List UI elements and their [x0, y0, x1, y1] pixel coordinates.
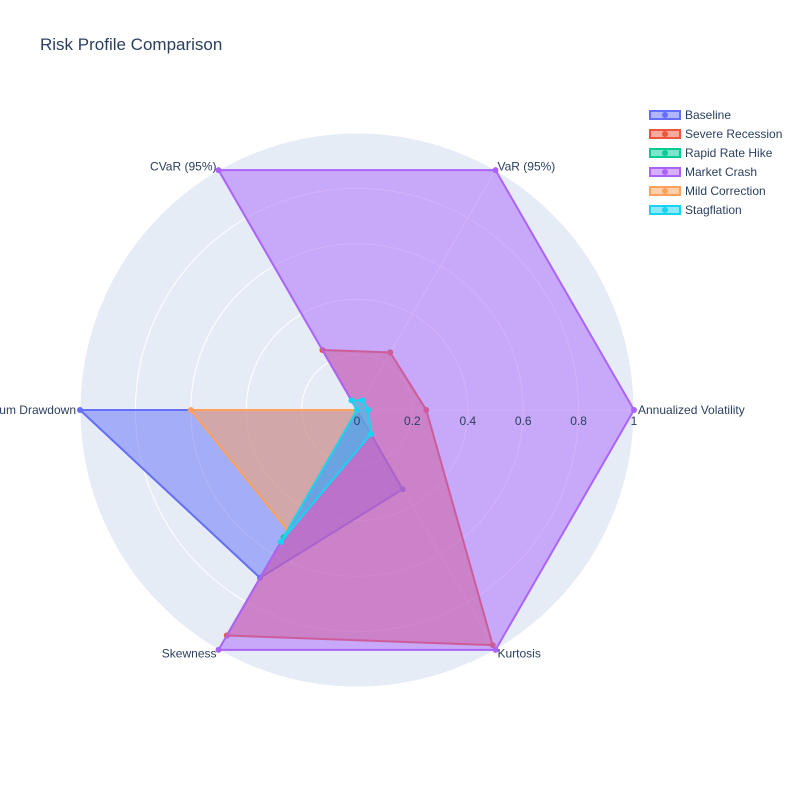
data-point	[215, 167, 222, 174]
legend-item[interactable]: Baseline	[649, 108, 731, 122]
series-traces	[77, 167, 637, 653]
radial-tick-label: 0	[354, 414, 361, 428]
angular-axis-label: VaR (95%)	[498, 160, 556, 174]
radial-tick-label: 0.2	[404, 414, 421, 428]
data-point	[277, 538, 284, 545]
legend-marker	[662, 150, 668, 156]
data-point	[354, 407, 360, 413]
data-point	[492, 167, 499, 174]
radial-tick-label: 0.8	[570, 414, 587, 428]
data-point	[215, 646, 222, 653]
data-point	[492, 646, 499, 653]
legend-item[interactable]: Severe Recession	[649, 127, 782, 141]
legend-marker	[662, 131, 668, 137]
legend-label: Market Crash	[685, 165, 757, 179]
angular-axis-labels: Annualized Volatility VaR (95%) CVaR (95%)…	[0, 160, 745, 661]
chart-title: Risk Profile Comparison	[40, 35, 222, 54]
legend-item[interactable]: Rapid Rate Hike	[649, 146, 773, 160]
angular-axis-label: Kurtosis	[498, 646, 541, 660]
data-point	[77, 407, 83, 413]
angular-axis-label: Maximum Drawdown	[0, 403, 76, 417]
angular-axis-label: Skewness	[162, 646, 217, 660]
legend-marker	[662, 207, 668, 213]
angular-axis-label: CVaR (95%)	[150, 160, 216, 174]
radial-tick-label: 0.6	[515, 414, 532, 428]
legend-label: Mild Correction	[685, 184, 766, 198]
data-point	[359, 397, 366, 404]
series-stagflation	[277, 397, 374, 545]
radial-tick-labels: 0 0.2 0.4 0.6 0.8 1	[354, 414, 638, 428]
legend-item[interactable]: Stagflation	[649, 203, 742, 217]
legend[interactable]: Baseline Severe Recession Rapid Rate Hike M…	[649, 108, 782, 217]
angular-axis-label: Annualized Volatility	[638, 403, 745, 417]
legend-marker	[662, 112, 668, 118]
data-point	[367, 431, 374, 437]
legend-label: Baseline	[685, 108, 731, 122]
legend-label: Severe Recession	[685, 127, 782, 141]
data-point	[631, 407, 637, 413]
legend-label: Stagflation	[685, 203, 742, 217]
radial-tick-label: 1	[631, 414, 638, 428]
legend-marker	[662, 169, 668, 175]
legend-label: Rapid Rate Hike	[685, 146, 773, 160]
legend-marker	[662, 188, 668, 194]
data-point	[365, 407, 372, 413]
radial-tick-label: 0.4	[459, 414, 476, 428]
data-point	[348, 397, 355, 404]
legend-item[interactable]: Market Crash	[649, 165, 757, 179]
legend-item[interactable]: Mild Correction	[649, 184, 766, 198]
data-point	[187, 407, 194, 413]
